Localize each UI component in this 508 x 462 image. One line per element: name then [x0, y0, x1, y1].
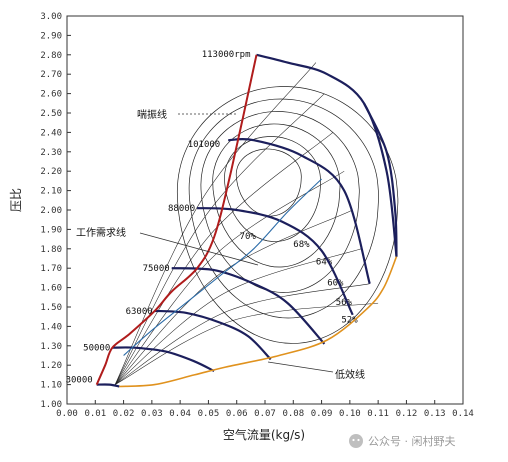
y-tick-label: 1.10	[40, 381, 62, 391]
watermark-text: 公众号 · 闲村野夫	[368, 434, 456, 448]
choke-line	[119, 256, 398, 388]
efficiency-fan-line	[114, 62, 317, 385]
x-tick-label: 0.08	[282, 409, 304, 419]
efficiency-fan-line	[114, 248, 362, 385]
y-tick-label: 1.80	[40, 245, 62, 255]
efficiency-label: 56%	[336, 298, 353, 308]
speed-lines: 30000 50000 63000 75000 88000 101000 113000rpm	[66, 50, 398, 388]
y-tick-label: 3.00	[40, 12, 62, 22]
y-tick-label: 2.70	[40, 70, 62, 80]
x-tick-label: 0.05	[198, 409, 220, 419]
x-tick-label: 0.11	[367, 409, 389, 419]
speed-label: 30000	[66, 376, 93, 386]
y-tick-label: 2.60	[40, 90, 62, 100]
y-tick-label: 2.30	[40, 148, 62, 158]
speed-line	[96, 383, 120, 388]
x-tick-label: 0.06	[226, 409, 248, 419]
demand-line	[123, 178, 322, 356]
efficiency-contour	[235, 148, 302, 217]
x-tick-label: 0.13	[424, 409, 446, 419]
efficiency-contour	[200, 111, 360, 293]
efficiency-label: 68%	[293, 240, 310, 250]
efficiency-label: 64%	[316, 257, 333, 267]
choke-leader	[267, 361, 334, 373]
wechat-icon-eye-right	[357, 438, 360, 442]
y-tick-label: 2.40	[40, 128, 62, 138]
speed-line	[112, 346, 215, 372]
boundary-lines	[95, 54, 398, 388]
efficiency-fan-line	[114, 93, 325, 385]
y-tick-label: 1.30	[40, 342, 62, 352]
x-tick-label: 0.07	[254, 409, 276, 419]
efficiency-fan-line	[114, 170, 345, 385]
efficiency-fan-line	[114, 283, 370, 385]
choke-boundary	[363, 102, 398, 257]
y-tick-label: 1.40	[40, 322, 62, 332]
efficiency-fan-line	[114, 209, 353, 385]
speed-label: 113000rpm	[202, 50, 251, 60]
speed-label: 101000	[188, 140, 221, 150]
speed-line	[171, 267, 326, 345]
x-axis-title: 空气流量(kg/s)	[223, 427, 305, 442]
y-tick-label: 1.00	[40, 400, 62, 410]
x-tick-label: 0.10	[339, 409, 361, 419]
efficiency-contour	[224, 136, 321, 242]
efficiency-contour	[188, 98, 379, 319]
efficiency-fan-line	[114, 302, 379, 385]
watermark: 公众号 · 闲村野夫	[349, 434, 456, 448]
efficiency-contour	[176, 86, 399, 344]
x-tick-label: 0.14	[452, 409, 474, 419]
y-tick-label: 2.00	[40, 206, 62, 216]
speed-line	[256, 53, 398, 257]
demand-annotation: 工作需求线	[76, 226, 126, 239]
speed-line	[197, 207, 354, 316]
plot-border	[66, 15, 464, 405]
x-tick-label: 0.02	[113, 409, 135, 419]
wechat-icon	[349, 434, 363, 448]
y-tick-label: 1.50	[40, 303, 62, 313]
speed-label: 50000	[83, 344, 110, 354]
y-tick-label: 2.50	[40, 109, 62, 119]
wechat-icon-eye-left	[352, 438, 355, 442]
speed-label: 88000	[168, 204, 195, 214]
y-tick-label: 1.90	[40, 225, 62, 235]
efficiency-label: 52%	[341, 316, 358, 326]
surge-annotation: 喘振线	[137, 108, 167, 121]
demand-leader	[139, 232, 259, 266]
y-tick-label: 1.20	[40, 361, 62, 371]
efficiency-label: 60%	[327, 279, 344, 289]
speed-line	[228, 137, 371, 284]
x-tick-label: 0.01	[84, 409, 106, 419]
y-tick-label: 2.20	[40, 167, 62, 177]
speed-label: 75000	[143, 264, 170, 274]
efficiency-contours: 70% 68% 64% 60% 56% 52%	[114, 62, 399, 385]
speed-label: 63000	[126, 307, 153, 317]
x-tick-label: 0.09	[311, 409, 333, 419]
y-tick-label: 1.60	[40, 284, 62, 294]
y-tick-label: 2.10	[40, 187, 62, 197]
x-tick-label: 0.00	[56, 409, 78, 419]
efficiency-contour	[212, 123, 341, 268]
choke-annotation: 低效线	[335, 368, 365, 381]
surge-line	[95, 54, 258, 386]
x-tick-label: 0.04	[169, 409, 191, 419]
y-tick-label: 2.90	[40, 31, 62, 41]
y-tick-label: 1.70	[40, 264, 62, 274]
efficiency-label: 70%	[240, 232, 257, 242]
x-tick-label: 0.12	[396, 409, 418, 419]
plot-frame: 1.00 1.10 1.20 1.30 1.40 1.50 1.60 1.70 1.80 1.90…	[40, 12, 474, 419]
y-tick-label: 2.80	[40, 51, 62, 61]
x-tick-label: 0.03	[141, 409, 163, 419]
y-axis-title: 压比	[9, 188, 23, 212]
